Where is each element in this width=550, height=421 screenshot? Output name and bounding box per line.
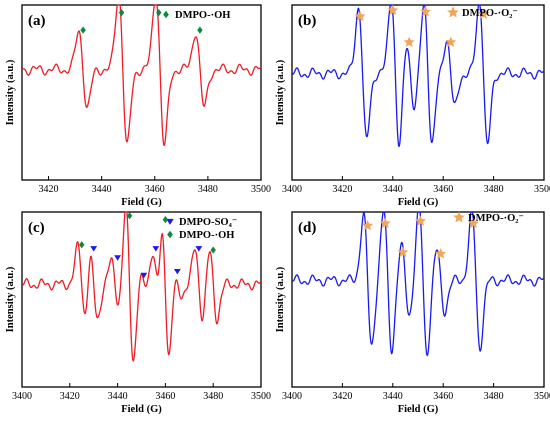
x-tick-label: 3420 [332, 391, 352, 402]
peak-marker [210, 246, 216, 254]
x-tick-label: 3460 [433, 391, 453, 402]
peak-marker [387, 4, 399, 16]
y-axis-label: Intensity (a.u.) [5, 266, 16, 332]
spectrum-line [21, 4, 262, 147]
x-tick-label: 3420 [39, 184, 59, 195]
x-tick-label: 3460 [433, 184, 453, 195]
panel-label: (b) [298, 13, 316, 29]
plot-frame [291, 211, 545, 388]
x-tick-label: 3480 [484, 184, 504, 195]
peak-marker [197, 26, 203, 34]
legend-marker [167, 230, 173, 239]
x-axis-label: Field (G) [398, 197, 439, 208]
panel-label: (c) [28, 220, 45, 236]
x-tick-label: 3480 [484, 391, 504, 402]
x-tick-label: 3420 [60, 391, 80, 402]
legend-entry: DMPO-·O₂⁻ [462, 8, 518, 19]
panel-d: 3400 3420 3440 3460 3480 3500 Field (G) Intensi… [275, 211, 550, 415]
peak-marker [415, 215, 427, 226]
panel-a: 3420 3440 3460 3480 3500 Field (G) Intensity (… [5, 4, 271, 208]
x-tick-label: 3480 [198, 184, 218, 195]
peak-marker [162, 216, 169, 224]
x-tick-label: 3440 [383, 184, 403, 195]
plot-frame [291, 4, 545, 181]
x-tick-label: 3400 [282, 391, 302, 402]
panel-label: (d) [298, 220, 316, 236]
legend-marker [447, 6, 459, 18]
peak-marker [195, 246, 203, 252]
plot-frame [21, 211, 262, 388]
panel-c: 3400 3420 3440 3460 3480 3500 Field (G) Intensi… [5, 211, 271, 415]
panel-b: 3400 3420 3440 3460 3480 3500 Field (G) Intensi… [275, 4, 550, 208]
legend-entry: DMPO-SO₄⁻ [179, 217, 237, 228]
x-tick-label: 3420 [332, 184, 352, 195]
x-tick-label: 3500 [534, 391, 550, 402]
peak-marker [156, 9, 162, 17]
x-tick-label: 3400 [12, 391, 32, 402]
peak-marker [114, 255, 121, 261]
legend-entry: DMPO-·O₂⁻ [468, 213, 524, 224]
y-axis-label: Intensity (a.u.) [275, 59, 286, 125]
x-tick-label: 3440 [383, 391, 403, 402]
legend-entry: DMPO-·OH [179, 230, 234, 241]
peak-marker [379, 217, 391, 229]
peak-marker [435, 248, 447, 259]
peak-marker [403, 36, 415, 47]
x-tick-label: 3500 [534, 184, 550, 195]
x-tick-label: 3460 [145, 184, 165, 195]
peak-marker [362, 219, 374, 231]
peak-marker [118, 9, 125, 17]
spectrum-line [291, 4, 545, 148]
peak-marker [420, 6, 432, 17]
x-axis-label: Field (G) [398, 404, 439, 415]
peak-marker [478, 8, 490, 19]
spectrum-line [291, 211, 545, 357]
x-tick-label: 3460 [155, 391, 175, 402]
peak-marker [173, 268, 181, 275]
peak-marker [445, 36, 457, 47]
x-tick-label: 3480 [203, 391, 223, 402]
legend-marker [166, 218, 174, 225]
x-tick-label: 3500 [251, 391, 271, 402]
panel-label: (a) [28, 13, 46, 29]
y-axis-label: Intensity (a.u.) [5, 59, 16, 125]
peak-marker [397, 246, 409, 258]
peak-marker [126, 212, 133, 220]
y-axis-label: Intensity (a.u.) [275, 266, 286, 332]
legend-marker [453, 211, 465, 223]
plot-frame [21, 4, 262, 181]
x-tick-label: 3440 [108, 391, 128, 402]
x-axis-label: Field (G) [121, 197, 162, 208]
legend-entry: DMPO-·OH [175, 10, 230, 21]
peak-marker [354, 10, 366, 22]
peak-marker [140, 272, 148, 279]
x-tick-label: 3400 [282, 184, 302, 195]
x-axis-label: Field (G) [121, 404, 162, 415]
peak-marker [152, 246, 160, 252]
peak-marker [467, 217, 479, 229]
peak-marker [80, 26, 86, 34]
x-tick-label: 3440 [92, 184, 112, 195]
x-tick-label: 3500 [251, 184, 271, 195]
peak-marker [79, 241, 85, 249]
peak-marker [90, 246, 98, 252]
legend-marker [163, 10, 169, 19]
